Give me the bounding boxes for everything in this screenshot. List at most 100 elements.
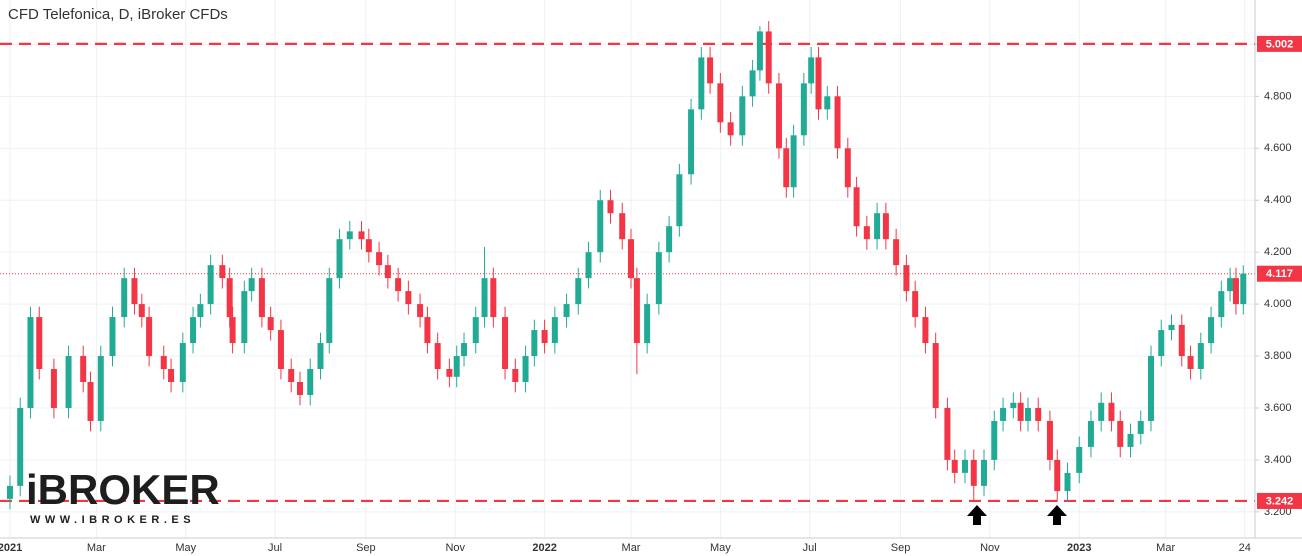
candle-body [808, 57, 815, 84]
candle-body [131, 278, 138, 305]
arrow-up [967, 505, 987, 525]
candle-body [6, 485, 13, 499]
candle-body [1010, 402, 1017, 408]
candle-body [1178, 324, 1185, 357]
candle-body [775, 83, 782, 149]
candle-body [597, 200, 604, 253]
candle-body [36, 317, 43, 370]
x-tick-label: 2022 [532, 542, 556, 554]
candle-body [179, 343, 186, 383]
candle-body [461, 343, 468, 357]
x-tick-label: Jul [803, 542, 817, 554]
candle-body [376, 252, 383, 266]
candle-body [1168, 324, 1175, 331]
candle-body [97, 356, 104, 421]
candle-body [765, 31, 772, 84]
candle-body [395, 278, 402, 292]
candle-body [903, 265, 910, 292]
candle-body [1000, 407, 1007, 421]
candle-body [248, 278, 255, 292]
levels [0, 42, 1255, 503]
candle-body [326, 278, 333, 344]
candle-body [138, 304, 145, 318]
candle-body [707, 57, 714, 84]
candle-body [607, 200, 614, 214]
candle-body [676, 174, 683, 227]
x-tick-label: Sep [891, 542, 911, 554]
candle-body [815, 57, 822, 110]
x-tick-label: Sep [356, 542, 376, 554]
price-label: 4.117 [1266, 268, 1293, 280]
candle-body [1087, 420, 1094, 447]
candle-body [1127, 433, 1134, 447]
candle-body [336, 239, 343, 279]
candle-body [50, 369, 57, 408]
candle-body [991, 420, 998, 460]
candle-body [481, 278, 488, 318]
candle-body [981, 459, 988, 486]
candle-body [1197, 343, 1204, 370]
x-tick-label: 24 [1239, 542, 1251, 554]
candle-body [365, 239, 372, 253]
candle-body [1017, 402, 1024, 421]
candle-body [633, 278, 640, 344]
candle-body [424, 317, 431, 344]
watermark-brand: iBROKER [26, 466, 220, 513]
chart-title: CFD Telefonica, D, iBroker CFDs [8, 6, 228, 23]
x-tick-label: Mar [87, 542, 106, 554]
candle-body [531, 330, 538, 357]
price-labels: 5.002 3.242 4.117 [1257, 35, 1302, 509]
candle-body [882, 213, 889, 240]
candle-body [688, 109, 695, 175]
candle-body [453, 356, 460, 377]
candle-body [1064, 472, 1071, 492]
price-label: 5.002 [1266, 38, 1294, 50]
candle-body [1035, 407, 1042, 421]
candle-body [146, 317, 153, 357]
candle-body [1227, 278, 1234, 292]
y-tick-label: 3.800 [1264, 350, 1292, 362]
candle-body [190, 317, 197, 344]
candle-body [644, 304, 651, 344]
x-tick-label: 2021 [0, 542, 22, 554]
candle-body [655, 252, 662, 305]
candle-body [563, 304, 570, 318]
candle-body [628, 239, 635, 279]
candle-body [1137, 420, 1144, 434]
candle-body [551, 317, 558, 344]
candle-body [405, 291, 412, 305]
candle-body [783, 148, 790, 188]
candle-body [853, 187, 860, 227]
candle-body [922, 317, 929, 344]
candle-body [1187, 356, 1194, 370]
candle-body [727, 122, 734, 136]
candle-body [317, 343, 324, 370]
y-tick-label: 4.600 [1264, 142, 1292, 154]
y-tick-label: 4.400 [1264, 194, 1292, 206]
candle-body [512, 369, 519, 383]
candle-body [288, 369, 295, 383]
candle-body [1054, 459, 1061, 492]
candle-body [1232, 278, 1239, 305]
candle-body [80, 356, 87, 383]
candle-body [121, 278, 128, 318]
candle-body [27, 317, 34, 408]
candle-body [756, 31, 763, 71]
candle-body [160, 356, 167, 370]
candle-body [87, 382, 94, 421]
candle-body [296, 382, 303, 395]
candle-body [522, 356, 529, 383]
candle-body [824, 96, 831, 110]
candles [6, 21, 1247, 510]
y-tick-label: 3.400 [1264, 454, 1292, 466]
candle-body [446, 369, 453, 377]
candle-body [1208, 317, 1215, 344]
candle-body [790, 135, 797, 188]
candle-body [961, 459, 968, 473]
watermark-url: WWW.IBROKER.ES [30, 514, 195, 526]
candle-body [307, 369, 314, 395]
x-tick-label: Nov [445, 542, 465, 554]
candle-body [834, 96, 841, 149]
candle-body [258, 278, 265, 318]
